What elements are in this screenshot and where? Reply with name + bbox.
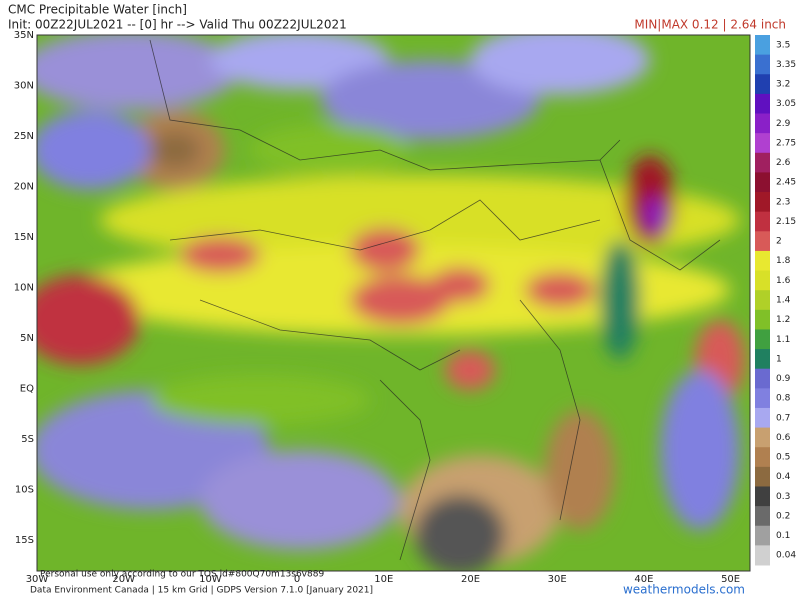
map-field <box>37 35 750 571</box>
lon-label: 50E <box>721 574 740 585</box>
colorbar-label: 0.04 <box>776 551 796 561</box>
colorbar-label: 1 <box>776 354 782 364</box>
colorbar-label: 0.9 <box>776 374 791 384</box>
lat-label: 15S <box>15 535 34 546</box>
colorbar-swatch <box>755 349 770 370</box>
colorbar-label: 2.6 <box>776 158 791 168</box>
colorbar-label: 0.3 <box>776 492 790 502</box>
lat-label: 25N <box>14 131 34 142</box>
colorbar-swatch <box>755 407 770 429</box>
lat-label: 30N <box>14 81 34 92</box>
colorbar-swatch <box>755 329 770 350</box>
colorbar-label: 0.5 <box>776 453 790 463</box>
lat-label: 15N <box>14 232 34 243</box>
colorbar-swatch <box>755 172 770 193</box>
colorbar-swatch <box>755 525 770 546</box>
lon-label: 40E <box>634 574 653 585</box>
colorbar-label: 2 <box>776 237 782 247</box>
colorbar-label: 1.6 <box>776 276 791 286</box>
colorbar-swatch <box>755 447 770 468</box>
colorbar-label: 2.3 <box>776 197 790 207</box>
colorbar-swatch <box>755 309 770 330</box>
colorbar-swatch <box>755 211 770 232</box>
lon-label: 20W <box>112 574 135 585</box>
colorbar-swatch <box>755 427 770 448</box>
subtitle: Init: 00Z22JUL2021 -- [0] hr --> Valid T… <box>8 18 347 32</box>
colorbar-label: 0.4 <box>776 472 791 482</box>
lon-label: 30W <box>26 574 49 585</box>
lon-label: 30E <box>548 574 567 585</box>
colorbar-swatch <box>755 54 770 75</box>
colorbar-label: 1.8 <box>776 256 791 266</box>
colorbar-label: 3.05 <box>776 99 796 109</box>
colorbar-swatch <box>755 192 770 213</box>
lat-label: 35N <box>14 30 34 41</box>
colorbar-swatch <box>755 388 770 409</box>
colorbar-swatch <box>755 133 770 154</box>
colorbar-swatch <box>755 545 770 566</box>
axis-labels: 35N 30N 25N 20N 15N 10N 5N EQ 5S 10S 15S 30W 20W 10W 0… <box>14 30 740 585</box>
tos-notice: Personal use only according to our TOS i… <box>40 570 324 580</box>
lat-label: 5S <box>21 434 34 445</box>
lat-label: EQ <box>20 384 34 395</box>
colorbar-swatch <box>755 113 770 134</box>
colorbar-swatch <box>755 270 770 291</box>
lat-label: 10N <box>14 283 34 294</box>
colorbar-label: 0.1 <box>776 531 790 541</box>
colorbar-label: 2.15 <box>776 217 796 227</box>
colorbar-swatch <box>755 250 770 272</box>
colorbar-swatch <box>755 506 770 527</box>
lon-label: 10E <box>374 574 393 585</box>
colorbar-swatch <box>755 93 770 115</box>
colorbar-label: 2.9 <box>776 119 791 129</box>
colorbar-label: 3.35 <box>776 60 796 70</box>
colorbar-swatch <box>755 152 770 173</box>
lon-label: 20E <box>461 574 480 585</box>
min-max: MIN|MAX 0.12 | 2.64 inch <box>634 18 786 32</box>
colorbar-label: 0.8 <box>776 394 791 404</box>
colorbar-label: 2.75 <box>776 138 796 148</box>
colorbar-label: 1.2 <box>776 315 790 325</box>
lon-label: 10W <box>199 574 222 585</box>
colorbar-label: 3.2 <box>776 80 790 90</box>
colorbar-label: 1.4 <box>776 296 791 306</box>
colorbar-label: 0.7 <box>776 413 790 423</box>
colorbar-label: 0.2 <box>776 511 790 521</box>
lat-label: 5N <box>20 333 34 344</box>
colorbar-swatch <box>755 466 770 487</box>
lat-label: 10S <box>15 485 34 496</box>
colorbar-swatch <box>755 290 770 311</box>
colorbar: 3.5 3.35 3.2 3.05 2.9 2.75 2.6 2.45 2.3 2.15 2 1.8 1… <box>755 35 796 566</box>
colorbar-swatch <box>755 35 770 56</box>
colorbar-label: 2.45 <box>776 178 796 188</box>
colorbar-swatch <box>755 368 770 389</box>
site-link[interactable]: weathermodels.com <box>623 583 745 597</box>
lat-label: 20N <box>14 182 34 193</box>
colorbar-label: 1.1 <box>776 335 790 345</box>
colorbar-swatch <box>755 231 770 252</box>
colorbar-label: 3.5 <box>776 40 790 50</box>
lon-label: 0 <box>294 574 300 585</box>
data-credit: Data Environment Canada | 15 km Grid | G… <box>30 586 373 596</box>
colorbar-label: 0.6 <box>776 433 791 443</box>
colorbar-swatch <box>755 486 770 507</box>
colorbar-swatch <box>755 74 770 95</box>
title: CMC Precipitable Water [inch] <box>8 3 187 17</box>
